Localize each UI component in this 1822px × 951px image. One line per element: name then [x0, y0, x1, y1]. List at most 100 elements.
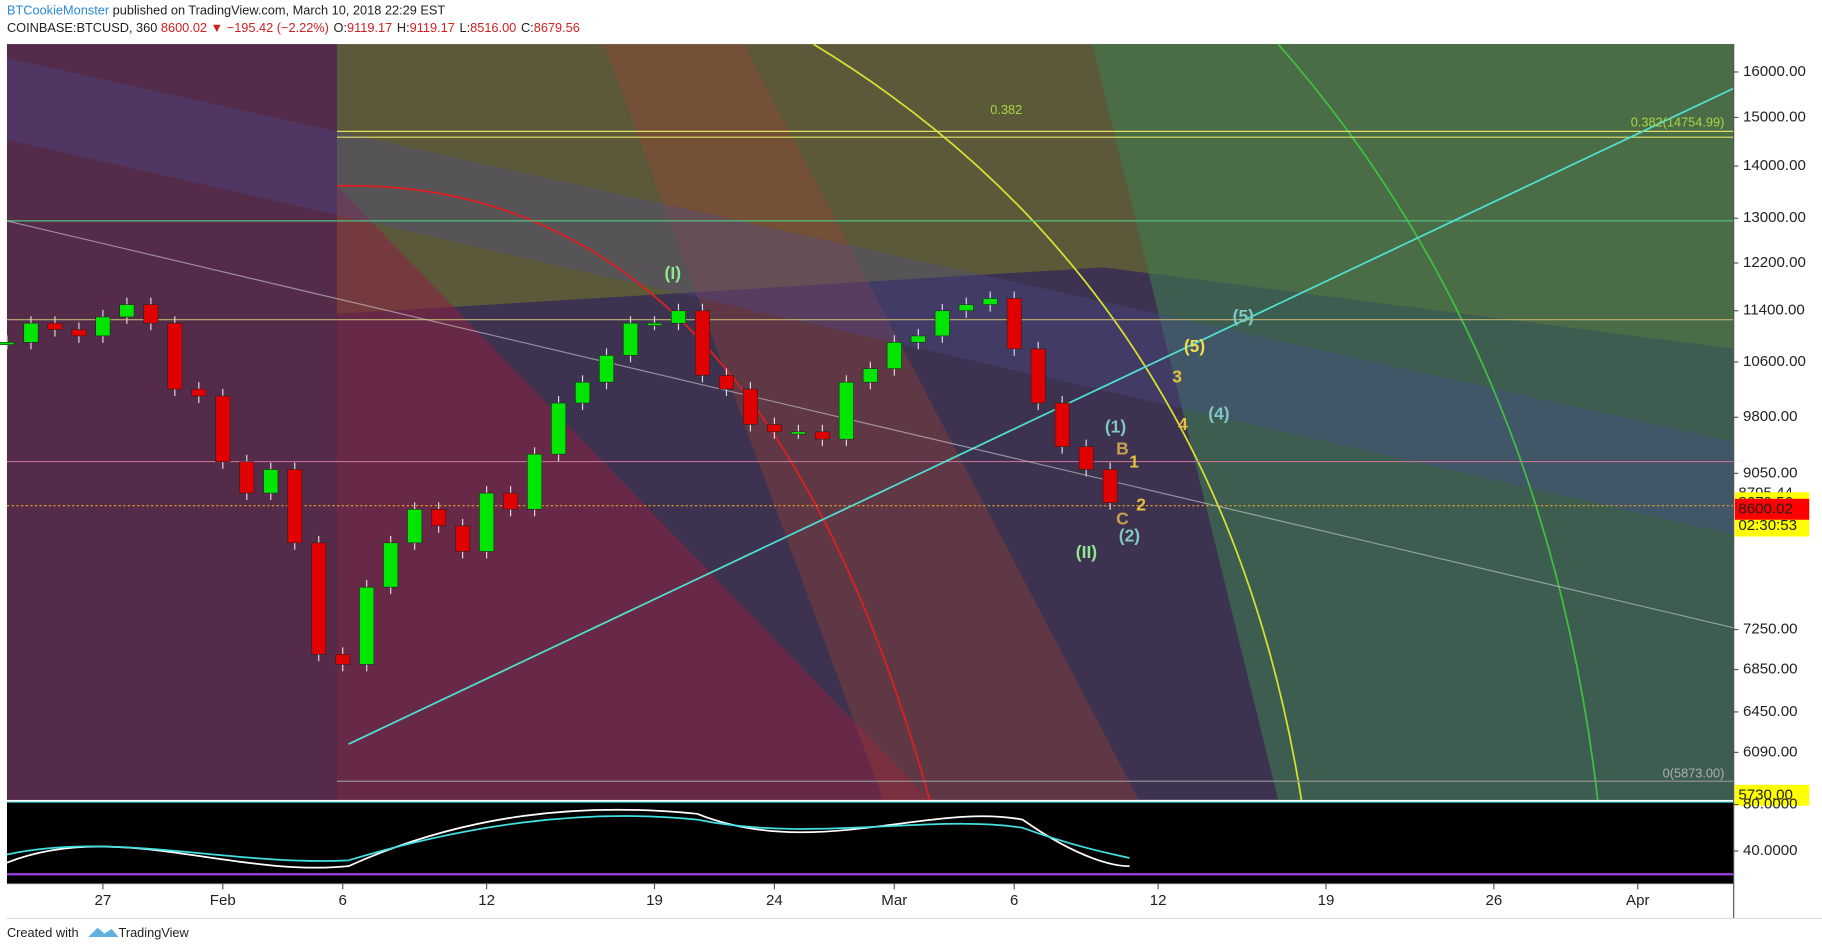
- shade: [6, 44, 337, 800]
- x-tick-label: 19: [1318, 892, 1335, 909]
- x-tick-label: 24: [766, 892, 783, 909]
- candle: [694, 310, 710, 376]
- x-tick-label: Apr: [1626, 892, 1649, 909]
- candle: [623, 322, 638, 356]
- shade: [336, 186, 930, 800]
- y-tick-label: 6090.00: [1743, 743, 1798, 760]
- annotation: B: [1116, 439, 1129, 459]
- annotation: 4: [1178, 414, 1188, 434]
- footer-brand[interactable]: TradingView: [119, 925, 190, 940]
- x-tick-label: 26: [1485, 892, 1502, 909]
- x-tick-label: Mar: [881, 892, 907, 909]
- osc-tick-label: 40.0000: [1743, 842, 1798, 859]
- candle: [742, 388, 758, 425]
- oscillator-line: [6, 808, 1130, 869]
- y-tick-label: 15000.00: [1743, 108, 1806, 125]
- annotation: 1: [1129, 451, 1139, 471]
- ohlc-label: O:: [334, 20, 347, 35]
- trend-line: [6, 220, 1734, 629]
- symbol: COINBASE:BTCUSD, 360: [7, 20, 157, 35]
- y-tick-label: 9050.00: [1743, 464, 1798, 481]
- trend-line: [348, 45, 1822, 745]
- candle: [1102, 469, 1118, 504]
- candle: [287, 469, 303, 544]
- x-tick-label: 6: [1010, 892, 1018, 909]
- candle: [239, 461, 255, 494]
- x-tick-label: 6: [339, 892, 347, 909]
- x-tick-label: Feb: [210, 892, 236, 909]
- candle: [886, 342, 902, 369]
- y-tick-label: 11400.00: [1743, 302, 1805, 319]
- candle: [167, 322, 183, 390]
- x-tick-label: 12: [478, 892, 495, 909]
- candle: [527, 453, 543, 510]
- ohlc-value: 9119.17: [347, 20, 392, 35]
- candle: [670, 310, 686, 324]
- candle: [718, 375, 734, 390]
- ohlc-value: 8679.56: [534, 20, 580, 35]
- plot-area: (I)(II)(1)(5)(4)(5)3412BC(2)0.3820.382(1…: [0, 43, 1822, 801]
- annotation: (5): [1184, 336, 1205, 356]
- ohlc-label: H:: [397, 20, 410, 35]
- y-tick-label: 9800.00: [1743, 408, 1798, 425]
- last-change: 8600.02 ▼ −195.42 (−2.22%): [161, 20, 329, 35]
- y-tick-label: 14000.00: [1743, 157, 1806, 174]
- candle: [431, 508, 447, 527]
- price-badge: [1734, 515, 1810, 537]
- candle: [599, 355, 615, 383]
- logo: [88, 927, 119, 938]
- annotation: (4): [1208, 404, 1229, 424]
- shade: [6, 58, 1734, 535]
- candle: [95, 316, 111, 337]
- candle: [1030, 348, 1046, 404]
- header-line-1: BTCookieMonster published on TradingView…: [7, 3, 445, 18]
- y-tick-label: 13000.00: [1743, 209, 1806, 226]
- candle: [311, 542, 327, 655]
- price-badge-label: 5730.00: [1738, 786, 1793, 803]
- y-tick-label: 6850.00: [1743, 661, 1798, 678]
- annotation: (1): [1105, 416, 1126, 436]
- candle: [575, 381, 591, 404]
- candle: [958, 304, 974, 312]
- arc: [336, 185, 931, 801]
- annotation: 2: [1136, 494, 1146, 514]
- header-line-2: COINBASE:BTCUSD, 360 8600.02 ▼ −195.42 (…: [7, 20, 580, 35]
- candle: [215, 395, 231, 463]
- candle: [71, 329, 87, 337]
- annotation: (II): [1076, 542, 1097, 562]
- annotation: (5): [1233, 306, 1254, 326]
- candle: [1006, 298, 1022, 350]
- candle: [934, 310, 950, 337]
- author[interactable]: BTCookieMonster: [7, 3, 110, 18]
- y-tick-label: 7250.00: [1743, 621, 1798, 638]
- candle: [407, 508, 423, 544]
- annotation: 0.382(14754.99): [1631, 115, 1725, 130]
- y-tick-label: 16000.00: [1743, 63, 1806, 80]
- ohlc-value: 9119.17: [410, 20, 455, 35]
- candle: [335, 653, 351, 665]
- annotation: 3: [1172, 366, 1182, 386]
- price-badge: [1734, 784, 1810, 806]
- candle: [982, 298, 998, 305]
- published: published on TradingView.com, March 10, …: [113, 3, 446, 18]
- y-tick-label: 10600.00: [1743, 353, 1806, 370]
- candle: [647, 322, 662, 326]
- shade: [1092, 44, 1734, 800]
- candle: [766, 424, 782, 433]
- annotation: (I): [665, 263, 681, 283]
- footer-created: Created with: [7, 925, 79, 940]
- y-tick-label: 12200.00: [1743, 254, 1806, 271]
- x-tick-label: 27: [95, 892, 112, 909]
- price-badge-label: 02:30:53: [1738, 517, 1797, 534]
- price-badge: [1734, 498, 1810, 520]
- y-tick-label: 6450.00: [1743, 703, 1798, 720]
- annotation: C: [1116, 508, 1129, 528]
- x-tick-label: 19: [646, 892, 663, 909]
- price-badge-label: 8600.02: [1738, 500, 1793, 517]
- x-tick-label: 12: [1150, 892, 1167, 909]
- candle: [862, 368, 878, 383]
- candle: [790, 431, 806, 435]
- oscillator-background: [6, 802, 1734, 884]
- candle: [503, 492, 519, 510]
- candle: [359, 586, 375, 665]
